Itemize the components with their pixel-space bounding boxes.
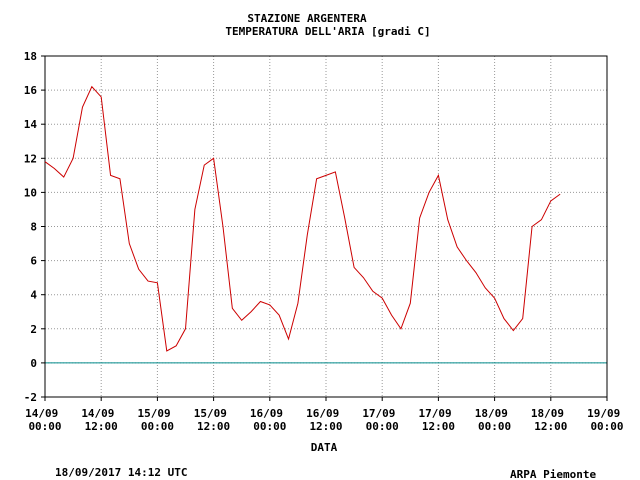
y-tick-label: 6 (30, 255, 37, 268)
x-tick-label: 15/09 12:00 (194, 407, 234, 433)
x-tick-label: 17/09 12:00 (419, 407, 459, 433)
x-tick-date: 15/09 (194, 407, 234, 420)
x-tick-label: 16/09 12:00 (306, 407, 346, 433)
footer-source: ARPA Piemonte (510, 468, 596, 480)
plot-border (44, 55, 608, 398)
x-tick-date: 15/09 (138, 407, 178, 420)
x-tick-date: 17/09 (362, 407, 402, 420)
x-tick-time: 00:00 (253, 420, 286, 433)
x-tick-label: 17/09 00:00 (362, 407, 402, 433)
y-tick-label: 16 (24, 84, 38, 97)
x-axis-label: DATA (311, 441, 338, 454)
x-tick-time: 00:00 (478, 420, 511, 433)
x-tick-date: 14/09 (81, 407, 121, 420)
x-tick-time: 12:00 (422, 420, 455, 433)
y-tick-label: 14 (24, 118, 38, 131)
chart-subtitle: TEMPERATURA DELL'ARIA [gradi C] (225, 25, 430, 38)
footer-timestamp: 18/09/2017 14:12 UTC (55, 466, 187, 479)
y-tick-label: 18 (24, 50, 37, 63)
x-tick-time: 12:00 (197, 420, 230, 433)
x-tick-time: 12:00 (534, 420, 567, 433)
y-tick-label: 2 (30, 323, 37, 336)
x-tick-label: 16/09 00:00 (250, 407, 290, 433)
x-tick-date: 19/09 (587, 407, 627, 420)
y-tick-label: -2 (24, 391, 37, 404)
x-tick-time: 00:00 (141, 420, 174, 433)
x-tick-date: 18/09 (531, 407, 571, 420)
x-tick-time: 12:00 (85, 420, 118, 433)
x-tick-label: 18/09 12:00 (531, 407, 571, 433)
x-tick-date: 16/09 (250, 407, 290, 420)
x-tick-label: 18/09 00:00 (475, 407, 515, 433)
y-tick-label: 0 (30, 357, 37, 370)
x-tick-date: 16/09 (306, 407, 346, 420)
x-tick-label: 14/09 12:00 (81, 407, 121, 433)
x-tick-date: 18/09 (475, 407, 515, 420)
x-tick-date: 17/09 (419, 407, 459, 420)
x-tick-label: 15/09 00:00 (138, 407, 178, 433)
x-tick-label: 14/09 00:00 (25, 407, 65, 433)
y-tick-label: 12 (24, 152, 37, 165)
x-tick-time: 12:00 (309, 420, 342, 433)
x-tick-time: 00:00 (590, 420, 623, 433)
x-tick-label: 19/09 00:00 (587, 407, 627, 433)
temperature-line (44, 85, 561, 352)
y-tick-label: 10 (24, 186, 37, 199)
x-tick-date: 14/09 (25, 407, 65, 420)
x-tick-time: 00:00 (28, 420, 61, 433)
y-tick-label: 4 (30, 289, 37, 302)
x-tick-time: 00:00 (366, 420, 399, 433)
chart-title: STAZIONE ARGENTERA (247, 12, 367, 25)
y-tick-label: 8 (30, 221, 37, 234)
